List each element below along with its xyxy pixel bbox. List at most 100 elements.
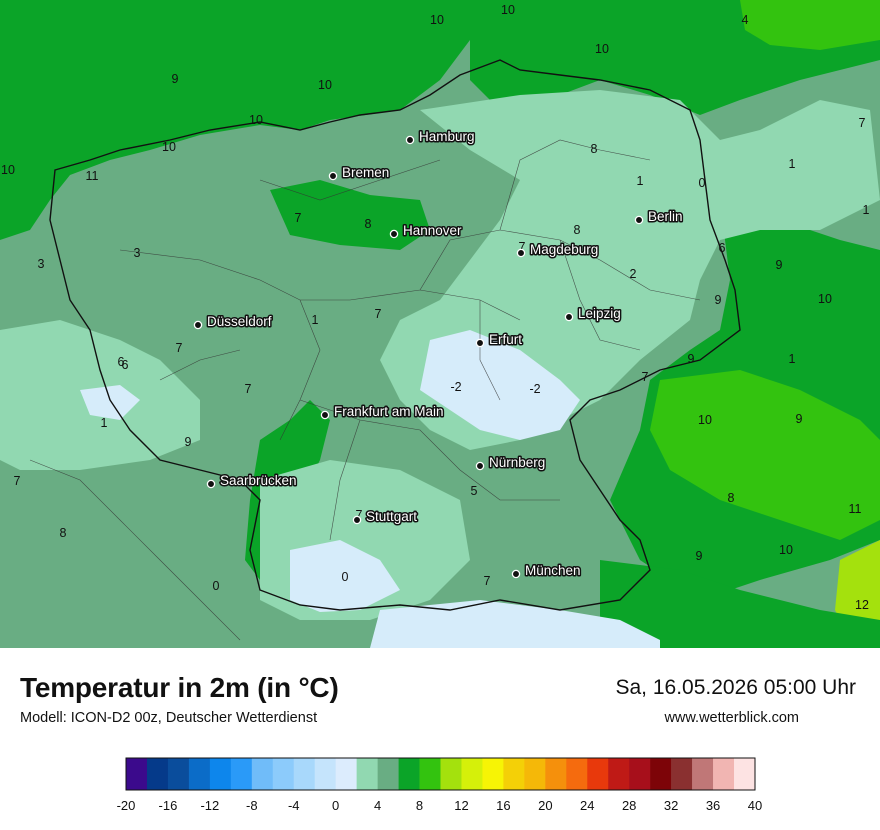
state-borders	[29, 139, 701, 641]
isotherm-label: 1	[312, 313, 319, 327]
city-label: Magdeburg	[530, 242, 598, 257]
isotherm-label: 10	[818, 292, 832, 306]
legend-tick-label: 32	[664, 798, 678, 813]
isotherm-label: 10	[430, 13, 444, 27]
legend-swatch	[126, 758, 148, 790]
map-footer: Temperatur in 2m (in °C) Modell: ICON-D2…	[0, 648, 880, 830]
legend-swatch	[713, 758, 735, 790]
city-dot	[634, 215, 644, 225]
isotherm-label: 10	[249, 113, 263, 127]
city-marker: Saarbrücken	[206, 472, 298, 490]
city-markers: Hamburg Bremen Hannover Berlin Magdeburg Düss…	[193, 128, 684, 580]
legend-tick-label: 0	[332, 798, 339, 813]
isotherm-label: 9	[172, 72, 179, 86]
legend-bars	[125, 757, 756, 791]
isotherm-label: -2	[450, 380, 461, 394]
legend-swatch	[377, 758, 399, 790]
isotherm-label: 1	[863, 203, 870, 217]
city-dot	[511, 569, 521, 579]
isotherm-label: 6	[719, 241, 726, 255]
isotherm-label: 10	[501, 3, 515, 17]
legend-tick-label: -20	[117, 798, 136, 813]
city-dot	[475, 461, 485, 471]
alps-south-area	[600, 560, 880, 648]
legend-swatch	[335, 758, 357, 790]
isotherm-label: 7	[356, 508, 363, 522]
legend-tick-label: 24	[580, 798, 594, 813]
city-dot	[320, 410, 330, 420]
legend-tick-label: -12	[200, 798, 219, 813]
isotherm-label: 11	[86, 169, 99, 183]
legend-tick-label: 16	[496, 798, 510, 813]
alps-cold-area	[370, 600, 660, 648]
city-marker: Hannover	[389, 222, 464, 240]
city-label: Leipzig	[578, 306, 621, 321]
thuringia-cold-area	[420, 330, 580, 440]
isotherm-label: 8	[728, 491, 735, 505]
isotherm-label: 7	[176, 341, 183, 355]
legend-swatch	[461, 758, 483, 790]
city-marker: Erfurt	[475, 331, 524, 349]
isotherm-label: 9	[715, 293, 722, 307]
isotherm-label: 9	[796, 412, 803, 426]
isotherm-label: 8	[574, 223, 581, 237]
city-label: Saarbrücken	[220, 473, 297, 488]
isotherm-label: 5	[471, 484, 478, 498]
isotherm-label: 9	[776, 258, 783, 272]
legend-swatch	[146, 758, 169, 790]
legend-swatch	[230, 758, 253, 790]
isotherm-label: 0	[342, 570, 349, 584]
isotherm-label: 7	[14, 474, 21, 488]
isotherm-label: 1	[101, 416, 108, 430]
city-marker: Hamburg	[405, 128, 476, 146]
city-label: Hamburg	[419, 129, 475, 144]
isotherm-label: 9	[688, 352, 695, 366]
isotherm-label: 6	[122, 358, 129, 372]
legend-swatch	[419, 758, 441, 790]
legend-swatch	[482, 758, 504, 790]
isotherm-label: 7	[295, 211, 302, 225]
city-marker: Leipzig	[564, 305, 622, 323]
city-dot	[564, 312, 574, 322]
isotherm-label: 10	[162, 140, 176, 154]
city-label: Bremen	[342, 165, 389, 180]
isotherm-label: 3	[38, 257, 45, 271]
city-label: Frankfurt am Main	[334, 404, 444, 419]
isotherm-label: 10	[318, 78, 332, 92]
city-label: Düsseldorf	[207, 314, 272, 329]
city-marker: Stuttgart	[352, 508, 419, 526]
isotherm-label: 7	[642, 370, 649, 384]
isotherm-label: -2	[529, 382, 540, 396]
isotherm-label: 1	[789, 157, 796, 171]
legend-swatch	[692, 758, 714, 790]
city-label: Stuttgart	[366, 509, 417, 524]
isotherm-label: 9	[696, 549, 703, 563]
isotherm-label: 10	[1, 163, 15, 177]
forecast-datetime: Sa, 16.05.2026 05:00 Uhr	[615, 676, 856, 699]
city-marker: Düsseldorf	[193, 313, 273, 331]
legend-frame	[125, 757, 756, 791]
legend-swatch	[167, 758, 190, 790]
legend-tick-label: -8	[246, 798, 258, 813]
city-label: München	[525, 563, 581, 578]
legend-tick-label: 36	[706, 798, 720, 813]
isotherm-label: 7	[484, 574, 491, 588]
legend-swatch	[440, 758, 462, 790]
model-source: Modell: ICON-D2 00z, Deutscher Wetterdie…	[20, 710, 318, 726]
city-dot	[328, 171, 338, 181]
website-link[interactable]: www.wetterblick.com	[664, 710, 799, 726]
city-dot	[206, 479, 216, 489]
black-forest-cold-area	[290, 540, 400, 612]
isotherm-label: 7	[859, 116, 866, 130]
legend-swatch	[629, 758, 651, 790]
legend-swatch	[272, 758, 295, 790]
legend-tick-label: 12	[454, 798, 468, 813]
isotherm-label: 3	[134, 246, 141, 260]
northwest-green-area	[270, 180, 430, 250]
city-dot	[389, 229, 399, 239]
legend-swatch	[734, 758, 756, 790]
isotherm-label: 7	[375, 307, 382, 321]
isotherm-label: 1	[637, 174, 644, 188]
